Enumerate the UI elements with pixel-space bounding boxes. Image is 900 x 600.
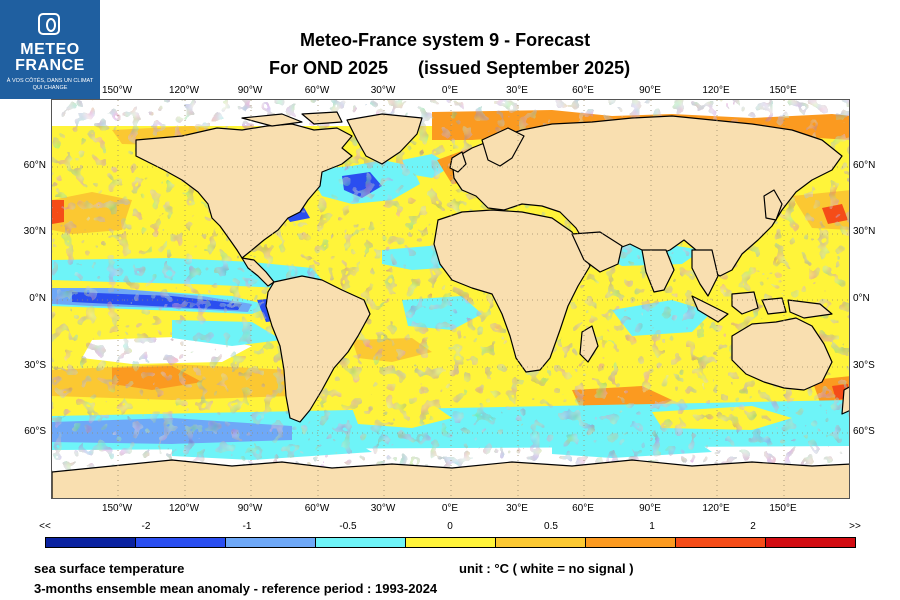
sst-anomaly-map	[51, 99, 850, 499]
longitude-label: 90°W	[237, 85, 263, 96]
longitude-label: 90°W	[237, 503, 263, 514]
meteo-france-logo: METEO FRANCE À VOS CÔTÉS, DANS UN CLIMAT…	[0, 0, 100, 99]
legend-tick-label: 1	[649, 521, 655, 532]
longitude-label: 120°W	[168, 503, 200, 514]
latitude-label: 0°N	[29, 293, 46, 304]
chart-subtitle: For OND 2025 (issued September 2025)	[269, 58, 630, 79]
longitude-label: 150°W	[101, 85, 133, 96]
longitude-label: 30°E	[506, 85, 528, 96]
variable-label: sea surface temperature	[34, 561, 185, 576]
logo-name: METEO FRANCE	[15, 41, 85, 74]
longitude-label: 60°E	[572, 85, 594, 96]
longitude-label: 30°W	[370, 503, 396, 514]
description-label: 3-months ensemble mean anomaly - referen…	[34, 581, 438, 596]
longitude-label: 0°E	[441, 85, 459, 96]
latitude-label: 30°N	[23, 226, 46, 237]
latitude-label: 60°S	[24, 426, 46, 437]
forecast-season: For OND 2025	[269, 58, 389, 78]
unit-label: unit : °C ( white = no signal )	[459, 561, 634, 576]
latitude-label: 60°N	[23, 160, 46, 171]
longitude-label: 30°E	[506, 503, 528, 514]
legend-tick-label: -1	[242, 521, 252, 532]
longitude-label: 90°E	[639, 85, 661, 96]
latitude-label: 30°S	[853, 360, 875, 371]
longitude-label: 60°E	[572, 503, 594, 514]
latitude-label: 30°N	[853, 226, 876, 237]
legend-tick-label: -2	[141, 521, 151, 532]
legend-swatch	[226, 538, 316, 547]
color-legend	[45, 537, 856, 548]
legend-tick-label: 0.5	[544, 521, 558, 532]
map-svg	[52, 100, 849, 498]
latitude-label: 0°N	[853, 293, 870, 304]
longitude-label: 150°E	[769, 503, 797, 514]
longitude-label: 120°E	[702, 503, 730, 514]
latitude-label: 60°S	[853, 426, 875, 437]
logo-mark-icon	[38, 13, 60, 35]
legend-swatch	[46, 538, 136, 547]
graticule	[52, 100, 849, 498]
legend-swatch	[676, 538, 766, 547]
legend-tick-label: -0.5	[339, 521, 357, 532]
legend-tick-label: 2	[750, 521, 756, 532]
longitude-label: 150°E	[769, 85, 797, 96]
land-masses	[52, 111, 849, 498]
longitude-label: 60°W	[304, 503, 330, 514]
longitude-label: 120°W	[168, 85, 200, 96]
issued-date: (issued September 2025)	[418, 58, 631, 78]
latitude-label: 30°S	[24, 360, 46, 371]
legend-tick-label: >>	[849, 521, 861, 532]
chart-title: Meteo-France system 9 - Forecast	[300, 30, 591, 50]
logo-tagline: À VOS CÔTÉS, DANS UN CLIMAT QUI CHANGE	[6, 78, 94, 91]
legend-swatch	[136, 538, 226, 547]
legend-swatch	[406, 538, 496, 547]
longitude-label: 150°W	[101, 503, 133, 514]
longitude-label: 60°W	[304, 85, 330, 96]
legend-tick-label: <<	[39, 521, 51, 532]
longitude-label: 90°E	[639, 503, 661, 514]
legend-tick-label: 0	[447, 521, 453, 532]
longitude-label: 120°E	[702, 85, 730, 96]
legend-swatch	[316, 538, 406, 547]
legend-swatch	[586, 538, 676, 547]
longitude-label: 30°W	[370, 85, 396, 96]
latitude-label: 60°N	[853, 160, 876, 171]
legend-swatch	[766, 538, 855, 547]
legend-swatch	[496, 538, 586, 547]
longitude-label: 0°E	[441, 503, 459, 514]
